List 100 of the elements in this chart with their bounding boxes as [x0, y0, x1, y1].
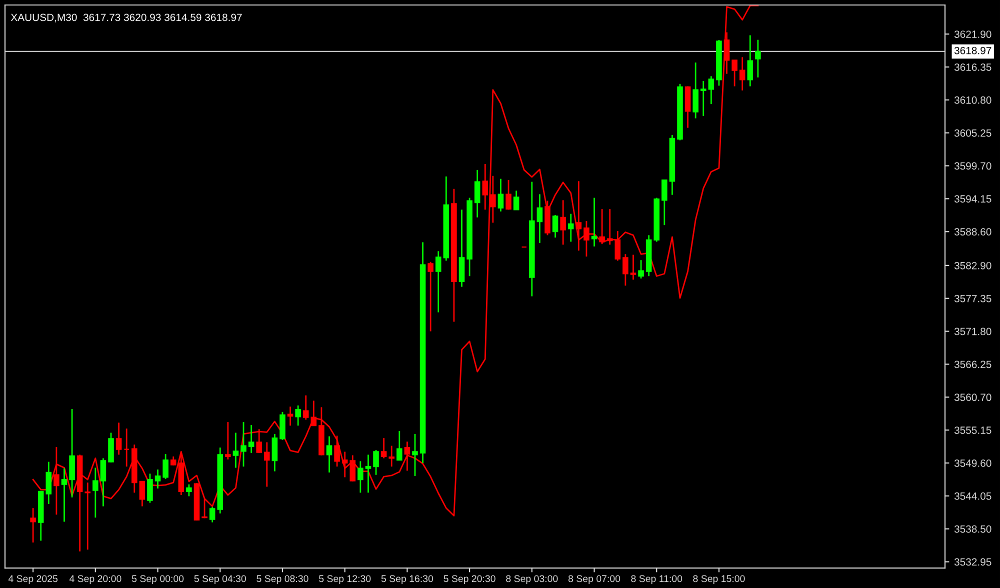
x-tick-label: 5 Sep 00:00 [132, 575, 184, 584]
candlestick [139, 480, 146, 508]
candlestick [739, 56, 746, 92]
candlestick [732, 59, 738, 87]
candlestick [700, 80, 706, 117]
candlestick [435, 250, 442, 314]
candlestick [209, 506, 216, 524]
x-tick-label: 4 Sep 2025 [8, 575, 58, 584]
candlestick [358, 460, 364, 494]
candlestick [302, 394, 309, 420]
y-tick-label: 3577.35 [954, 294, 992, 302]
candlestick [498, 178, 504, 212]
candlestick [708, 75, 714, 105]
candlestick [630, 254, 636, 280]
y-tick-label: 3621.90 [954, 30, 992, 38]
ref-line-label: 3618.97 [954, 46, 992, 54]
y-tick-label: 3549.60 [954, 460, 992, 467]
candlestick [622, 253, 628, 286]
x-tick-label: 8 Sep 07:00 [568, 575, 620, 584]
y-tick-label: 3560.70 [954, 394, 992, 402]
x-tick-label: 5 Sep 16:30 [381, 575, 434, 584]
candlestick [147, 472, 153, 504]
y-tick-label: 3588.60 [954, 228, 992, 236]
candlestick [599, 208, 605, 245]
candlestick [388, 445, 394, 468]
candlestick [350, 454, 356, 482]
candlestick [614, 230, 621, 262]
x-tick-label: 8 Sep 15:00 [693, 575, 745, 584]
y-tick-label: 3566.25 [954, 360, 992, 368]
x-tick-label: 8 Sep 11:00 [631, 575, 682, 584]
candlestick [474, 169, 480, 218]
candlestick [186, 484, 192, 497]
candlestick [334, 435, 340, 468]
y-tick-label: 3594.15 [954, 195, 992, 203]
y-tick-label: 3605.25 [954, 129, 992, 137]
y-tick-label: 3610.80 [954, 96, 992, 104]
x-tick-label: 5 Sep 08:30 [256, 575, 308, 584]
candlestick [584, 220, 590, 258]
candlestick [280, 411, 286, 441]
candlestick [69, 408, 75, 498]
candlestick [240, 421, 246, 468]
x-tick-label: 8 Sep 03:00 [506, 575, 558, 584]
candlestick [404, 440, 410, 472]
candlestick [264, 442, 270, 488]
candlestick [428, 261, 434, 332]
candlestick [46, 461, 52, 505]
candlestick [490, 175, 496, 224]
candlestick [692, 62, 698, 120]
text: XAUUSD,M30 3617.73 3620.93 3614.59 3618.97 [10, 14, 242, 22]
y-tick-label: 3582.90 [954, 262, 992, 270]
candlestick [326, 436, 332, 474]
candlestick [606, 208, 613, 246]
candlestick [576, 180, 582, 252]
candlestick [380, 437, 387, 459]
candlestick [154, 468, 161, 490]
y-tick-label: 3532.95 [954, 558, 992, 566]
candlestick [396, 430, 402, 461]
candlestick [365, 454, 372, 494]
candlestick [310, 400, 317, 426]
candlestick [162, 453, 168, 480]
x-tick-label: 5 Sep 04:30 [194, 575, 246, 584]
candlestick [552, 214, 558, 238]
candlestick [568, 213, 574, 242]
candlestick [232, 432, 239, 468]
candlestick [84, 482, 91, 550]
candlestick [272, 433, 278, 472]
candlestick [108, 432, 114, 464]
y-tick-label: 3571.80 [954, 328, 992, 336]
y-tick-label: 3555.15 [954, 426, 992, 434]
candlestick [342, 451, 348, 478]
candlestick [638, 259, 644, 280]
candlestick [30, 507, 36, 544]
candlestick [536, 194, 543, 244]
candlestick [61, 468, 68, 522]
candlestick [248, 424, 254, 454]
candlestick [124, 428, 130, 468]
candlestick [92, 467, 98, 518]
candlestick [412, 433, 418, 477]
x-tick-label: 5 Sep 12:30 [319, 575, 371, 584]
candlestick [560, 199, 566, 246]
candlestick [662, 179, 668, 226]
candlestick [100, 458, 106, 508]
y-tick-label: 3538.50 [954, 525, 992, 533]
candlestick [591, 197, 598, 248]
candlestick [458, 208, 465, 288]
candlestick [295, 404, 301, 426]
candlestick [225, 421, 231, 460]
candlestick [482, 163, 488, 210]
candlestick [755, 39, 761, 78]
candlestick [256, 428, 262, 454]
y-tick-label: 3599.70 [954, 162, 992, 170]
y-tick-label: 3616.35 [954, 63, 992, 71]
candlestick [373, 449, 379, 476]
candlestick [506, 179, 512, 210]
candlestick [116, 422, 122, 456]
candlestick [513, 190, 520, 210]
x-tick-label: 4 Sep 20:00 [69, 575, 122, 584]
y-tick-label: 3544.05 [954, 492, 992, 500]
candlestick [747, 34, 754, 87]
candlestick [724, 32, 730, 75]
